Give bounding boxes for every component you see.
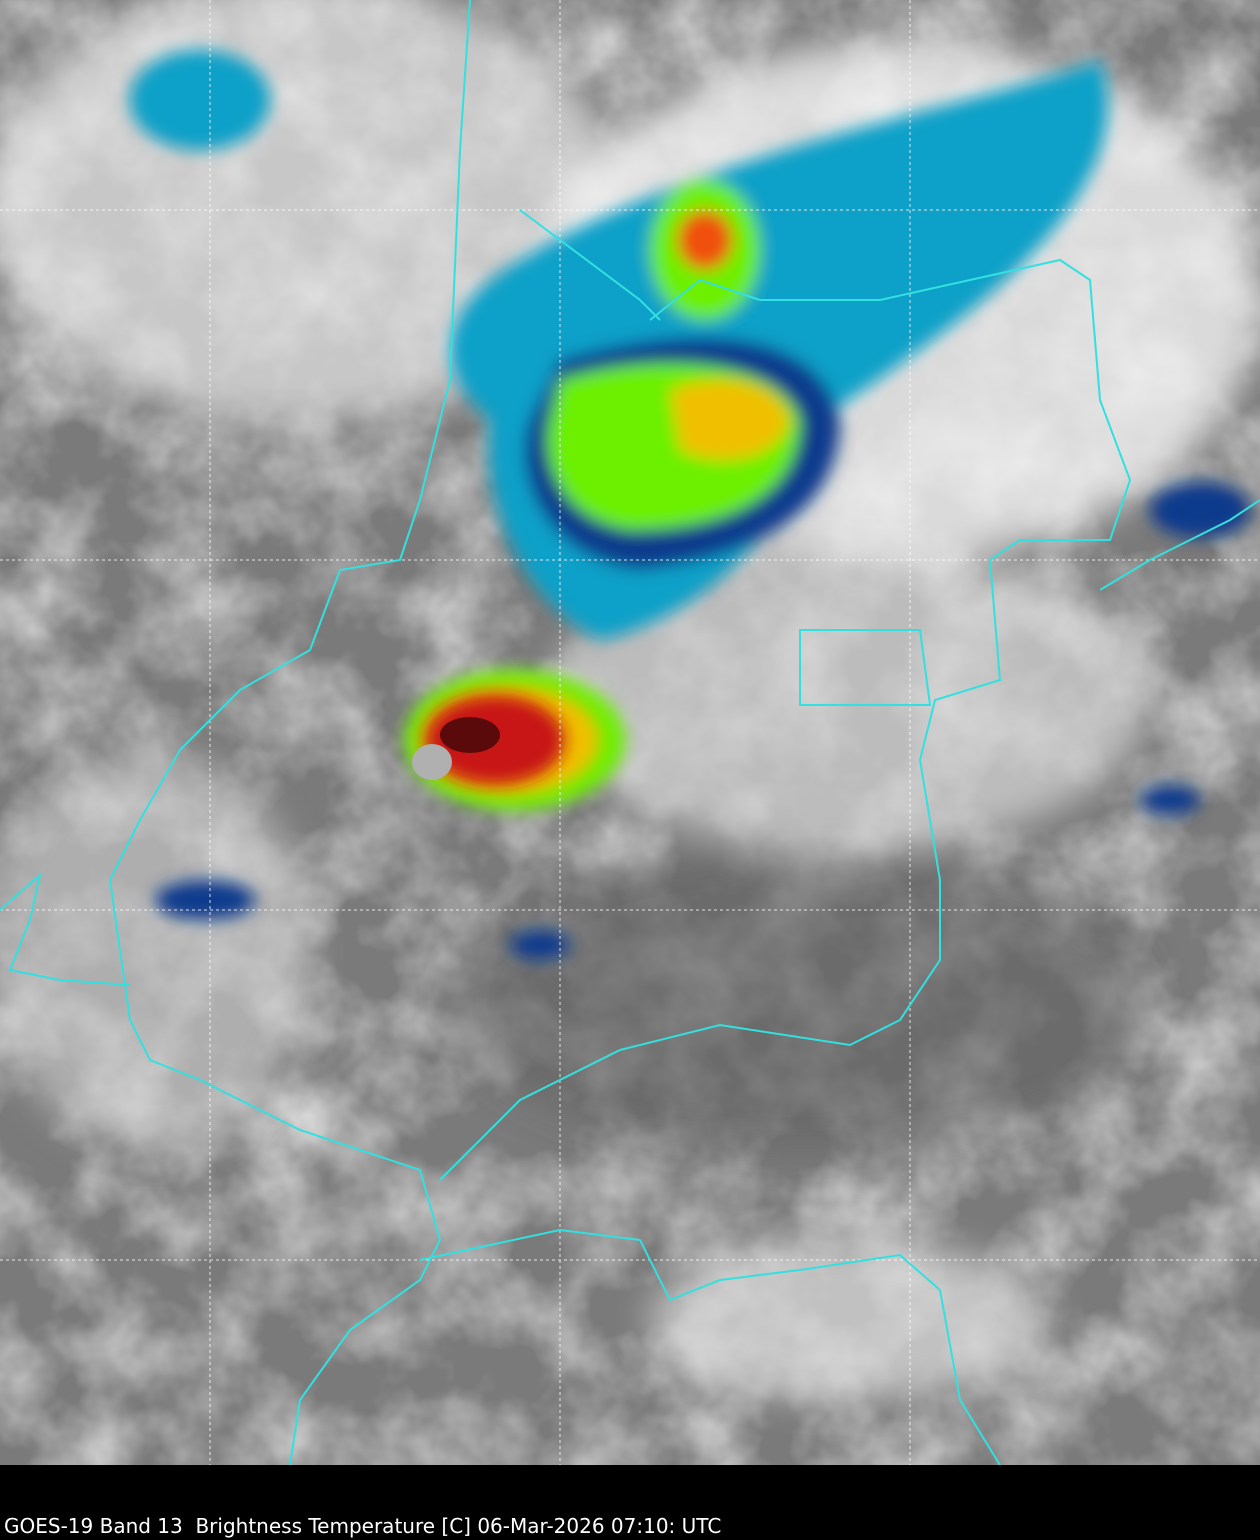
- borders: [0, 0, 1260, 1465]
- storm-cell: [405, 670, 625, 810]
- grid: [0, 0, 1260, 1465]
- cold-cloud-tops: [130, 50, 1250, 960]
- caption: GOES-19 Band 13 Brightness Temperature […: [4, 1514, 722, 1538]
- satellite-image: [0, 0, 1260, 1465]
